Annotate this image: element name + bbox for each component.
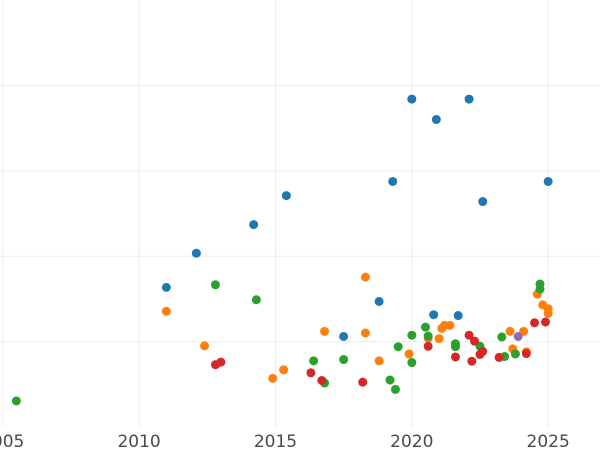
data-point	[445, 320, 455, 330]
data-point	[407, 358, 417, 368]
series-2	[11, 279, 545, 406]
series-4	[513, 331, 523, 341]
x-tick-label: 2010	[117, 432, 160, 450]
data-point	[388, 176, 398, 186]
data-point	[530, 318, 540, 328]
data-point	[543, 176, 553, 186]
data-point	[431, 115, 441, 125]
data-point	[216, 357, 226, 367]
data-point	[358, 377, 368, 387]
data-point	[309, 356, 319, 366]
data-point	[521, 349, 531, 359]
x-tick-label: 2020	[390, 432, 433, 450]
data-point	[535, 284, 545, 294]
x-tick-label: 2015	[254, 432, 297, 450]
data-point	[497, 332, 507, 342]
data-point	[339, 331, 349, 341]
data-point	[423, 341, 433, 351]
data-point	[513, 331, 523, 341]
data-point	[306, 368, 316, 378]
data-point	[404, 349, 414, 359]
data-point	[407, 330, 417, 340]
data-point	[317, 375, 327, 385]
data-point	[450, 342, 460, 352]
data-point	[339, 355, 349, 365]
data-point	[385, 375, 395, 385]
series-3	[210, 317, 550, 387]
data-point	[161, 282, 171, 292]
data-point	[268, 373, 278, 383]
data-point	[429, 310, 439, 320]
data-point	[374, 356, 384, 366]
data-point	[434, 334, 444, 344]
data-point	[494, 352, 504, 362]
data-point	[540, 317, 550, 327]
data-point	[249, 220, 259, 230]
data-point	[470, 336, 480, 346]
data-point	[281, 191, 291, 201]
data-point	[251, 295, 261, 305]
grid-lines	[0, 0, 600, 427]
data-point	[505, 326, 515, 336]
data-point	[279, 365, 289, 375]
data-point	[478, 197, 488, 207]
x-tick-label: 2005	[0, 432, 24, 450]
data-point	[543, 308, 553, 318]
data-point	[320, 326, 330, 336]
data-point	[407, 94, 417, 104]
data-point	[161, 306, 171, 316]
data-point	[510, 349, 520, 359]
data-point	[420, 322, 430, 332]
data-point	[200, 341, 210, 351]
data-point	[423, 331, 433, 341]
data-point	[467, 356, 477, 366]
data-point	[360, 328, 370, 338]
data-point	[360, 272, 370, 282]
data-point	[464, 94, 474, 104]
data-point	[478, 346, 488, 356]
data-point	[393, 342, 403, 352]
data-point	[453, 311, 463, 321]
x-axis-tick-labels: 2005 2010 2015 2020 2025	[0, 432, 570, 450]
data-point	[374, 296, 384, 306]
data-point	[450, 352, 460, 362]
series-0	[161, 94, 553, 341]
data-point	[210, 280, 220, 290]
x-tick-label: 2025	[527, 432, 570, 450]
data-points	[11, 94, 553, 406]
data-point	[464, 330, 474, 340]
data-point	[191, 248, 201, 258]
data-point	[390, 384, 400, 394]
data-point	[11, 396, 21, 406]
